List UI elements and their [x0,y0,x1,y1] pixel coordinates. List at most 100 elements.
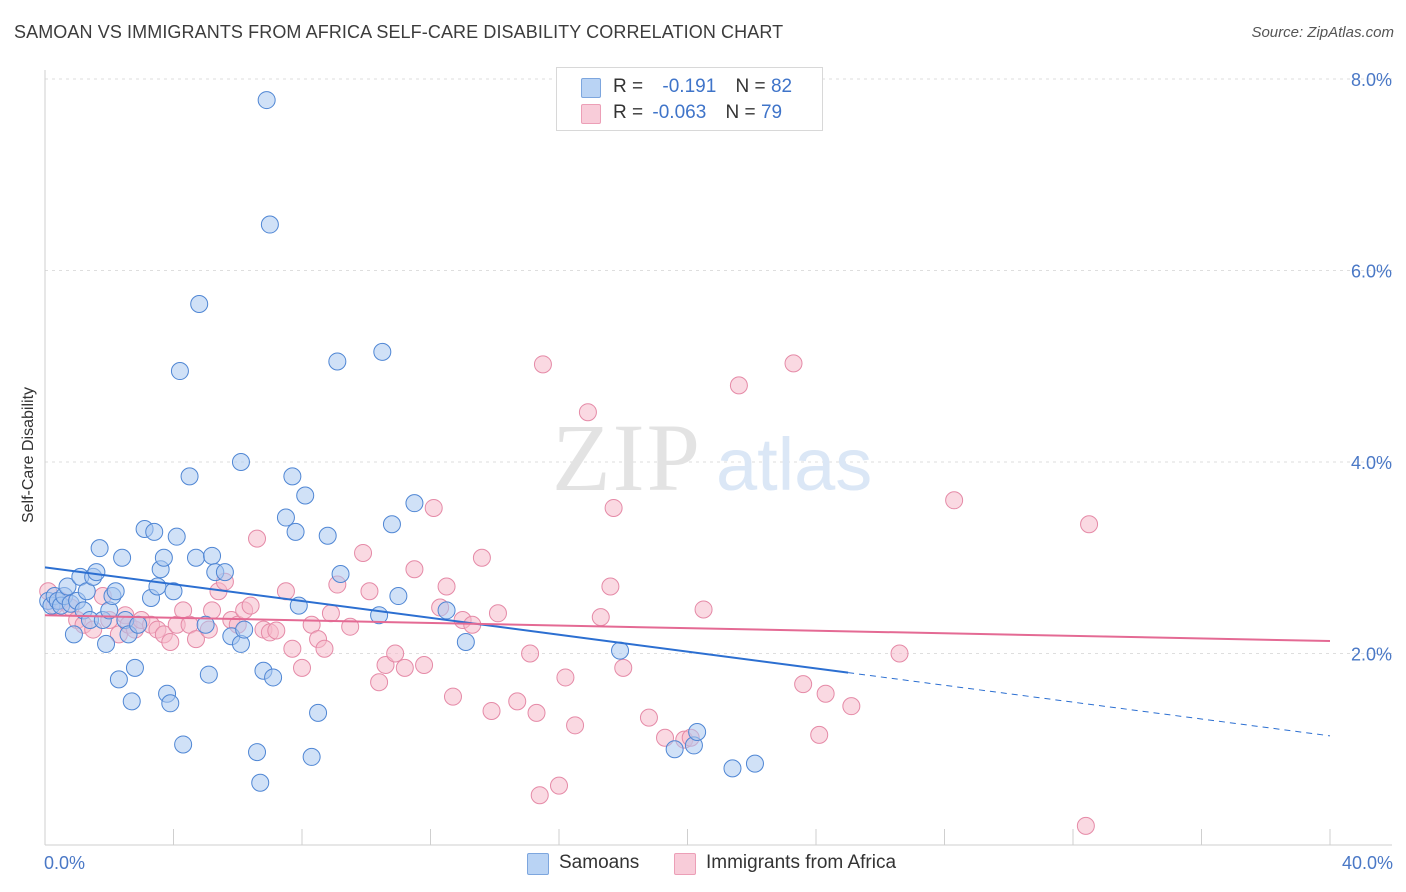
samoans-point [215,563,234,582]
africa-point [694,600,713,619]
samoans-point [174,735,193,754]
correlation-legend: R = -0.191 N = 82 R = -0.063 N = 79 [556,67,823,131]
africa-point [424,498,443,517]
africa-point [354,543,373,562]
africa-point [527,703,546,722]
samoans-point [90,539,109,558]
samoans-point [257,91,276,110]
africa-point [293,658,311,677]
source-label: Source: ZipAtlas.com [1251,24,1394,41]
samoans-point [164,582,183,601]
samoans-trend-line [44,566,849,674]
africa-point [601,577,620,596]
samoans-point [122,692,141,711]
y-tick-label: 8.0% [1351,70,1392,90]
africa-point [945,491,964,510]
africa-point [370,673,389,692]
africa-point [591,608,610,627]
samoans-point [190,295,209,314]
bottom-swatch-samoans [527,853,549,875]
legend-swatch-samoans [581,78,601,98]
y-tick-label: 2.0% [1351,645,1392,665]
samoans-point [328,352,347,371]
samoans-point [199,665,218,684]
samoans-point [129,615,148,634]
grid-lines [45,78,1392,654]
africa-point [443,687,462,706]
africa-point [810,725,829,744]
tick-labels: 2.0% 4.0% 6.0% 8.0% 0.0% 40.0% [44,70,1393,873]
samoans-point [196,615,215,634]
samoans-trend-extension [848,672,1331,737]
samoans-point [302,747,321,766]
legend-r-value: -0.191 [662,76,717,97]
africa-point [842,697,861,716]
africa-point [530,786,549,805]
africa-point [186,630,205,649]
legend-n-value: 82 [770,76,793,97]
africa-point [794,675,813,694]
africa-point [386,644,405,663]
africa-point [161,633,180,652]
legend-r-label: R = [613,76,644,97]
africa-point [890,644,909,663]
x-tick-label-min: 0.0% [44,853,85,873]
africa-point [241,596,260,615]
samoans-point [723,759,742,778]
africa-point [729,376,748,395]
samoans-point [283,467,302,486]
africa-point [315,639,334,658]
samoans-point [405,494,424,513]
x-tick-label-max: 40.0% [1342,853,1393,873]
samoans-point [235,620,254,639]
samoans-point [260,215,279,234]
samoans-point [97,634,116,653]
samoans-point [248,743,267,762]
samoans-point [186,548,205,567]
africa-point [488,604,507,623]
watermark-zip: ZIP [552,404,702,511]
africa-point [508,692,527,711]
samoans-point [665,740,684,759]
samoans-point [296,486,315,505]
africa-trend-line [44,614,1331,643]
legend-r-value: -0.063 [652,102,707,123]
africa-point [816,684,835,703]
africa-point [614,658,633,677]
y-tick-label: 4.0% [1351,453,1392,473]
samoans-point [688,723,707,742]
africa-point [321,604,340,623]
samoans-point [264,668,283,687]
samoans-point [318,526,337,545]
watermark-atlas: atlas [716,423,872,506]
africa-point [1076,816,1095,835]
africa-point [267,621,286,640]
samoans-point [389,587,408,606]
axes [44,70,1392,846]
africa-point [556,668,575,687]
africa-point [283,639,302,658]
chart-title: SAMOAN VS IMMIGRANTS FROM AFRICA SELF-CA… [14,22,784,42]
samoans-point [745,754,764,773]
africa-point [550,776,568,795]
samoans-point [180,467,199,486]
samoans-point [109,670,128,689]
samoans-point [331,565,350,584]
africa-point [566,716,585,735]
africa-point [1080,515,1099,534]
africa-point [482,701,501,720]
africa-point [784,354,803,373]
africa-point [533,355,552,374]
samoans-point [125,658,144,677]
bottom-legend-samoans-label: Samoans [559,852,640,873]
africa-point [472,548,491,567]
legend-swatch-africa [581,104,601,124]
samoans-point [437,601,456,620]
samoans-point [203,546,222,565]
samoans-point [286,522,305,541]
samoans-points [39,91,764,792]
samoans-point [64,625,83,644]
africa-point [360,582,379,601]
africa-point [521,644,540,663]
